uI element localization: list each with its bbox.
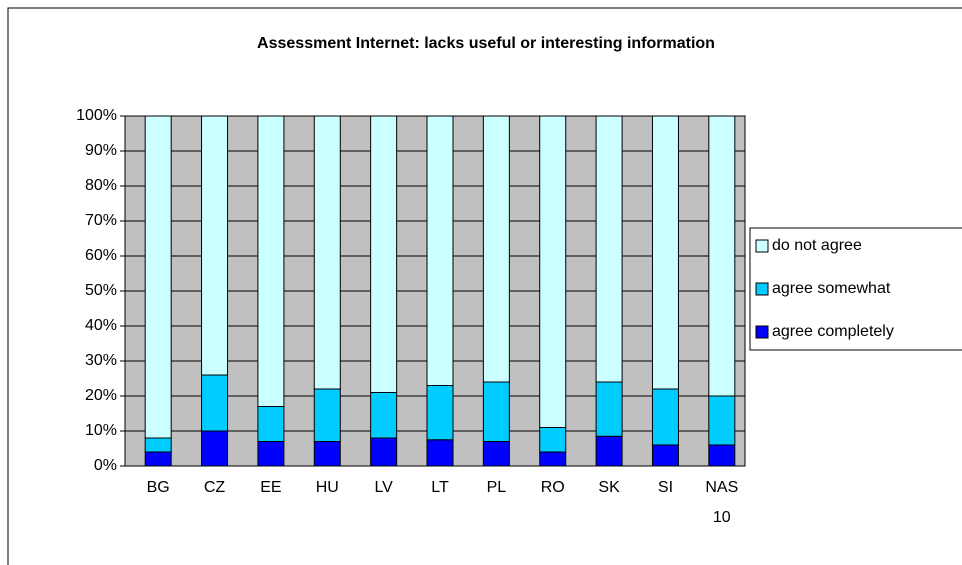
x-tick-label: PL — [487, 479, 507, 496]
bar-segment — [651, 115, 679, 390]
bar-segment — [482, 441, 510, 467]
bar-segment — [482, 115, 510, 383]
bar-segment — [595, 435, 623, 467]
bar-segment — [257, 406, 285, 442]
y-tick-label: 80% — [85, 177, 117, 194]
x-tick-label: NAS 10 — [705, 479, 738, 526]
bar-segment — [257, 441, 285, 467]
y-tick-label: 40% — [85, 317, 117, 334]
bar-segment — [257, 115, 285, 407]
bar-segment — [144, 437, 172, 453]
bar-segment — [426, 115, 454, 386]
legend-label: agree completely — [772, 323, 894, 340]
bar-segment — [201, 374, 229, 432]
legend-label: do not agree — [772, 237, 862, 254]
y-tick-label: 10% — [85, 422, 117, 439]
x-tick-label: LV — [374, 479, 393, 496]
bar-segment — [370, 115, 398, 393]
bar-segment — [482, 381, 510, 442]
bar-segment — [595, 381, 623, 437]
bar-segment — [539, 451, 567, 467]
x-tick-label: SI — [658, 479, 673, 496]
y-tick-label: 0% — [94, 457, 117, 474]
bar-segment — [313, 115, 341, 390]
x-tick-label: SK — [598, 479, 620, 496]
y-tick-label: 50% — [85, 282, 117, 299]
bar-segment — [651, 388, 679, 446]
x-tick-label: EE — [260, 479, 281, 496]
y-tick-label: 100% — [76, 107, 117, 124]
x-tick-label: BG — [147, 479, 170, 496]
chart-title: Assessment Internet: lacks useful or int… — [257, 35, 715, 52]
bar-segment — [426, 439, 454, 467]
bar-segment — [313, 441, 341, 467]
y-tick-label: 70% — [85, 212, 117, 229]
legend-swatch — [755, 239, 769, 253]
bar-segment — [426, 385, 454, 441]
bar-segment — [370, 437, 398, 467]
bar-segment — [595, 115, 623, 383]
bar-segment — [370, 392, 398, 439]
bar-segment — [201, 430, 229, 467]
y-tick-label: 60% — [85, 247, 117, 264]
bar-segment — [539, 115, 567, 428]
bar-segment — [144, 115, 172, 439]
y-tick-label: 30% — [85, 352, 117, 369]
legend-swatch — [755, 325, 769, 339]
legend-label: agree somewhat — [772, 280, 891, 297]
x-tick-label: CZ — [204, 479, 226, 496]
bar-segment — [144, 451, 172, 467]
x-tick-label: HU — [316, 479, 339, 496]
legend-swatch — [755, 282, 769, 296]
bar-segment — [708, 395, 736, 446]
bar-segment — [539, 427, 567, 453]
bar-segment — [201, 115, 229, 376]
bar-segment — [651, 444, 679, 467]
bar-segment — [708, 444, 736, 467]
legend-box — [749, 227, 962, 351]
bar-segment — [708, 115, 736, 397]
bar-segment — [313, 388, 341, 442]
x-tick-label: RO — [541, 479, 565, 496]
y-tick-label: 20% — [85, 387, 117, 404]
y-tick-label: 90% — [85, 142, 117, 159]
x-tick-label: LT — [431, 479, 449, 496]
